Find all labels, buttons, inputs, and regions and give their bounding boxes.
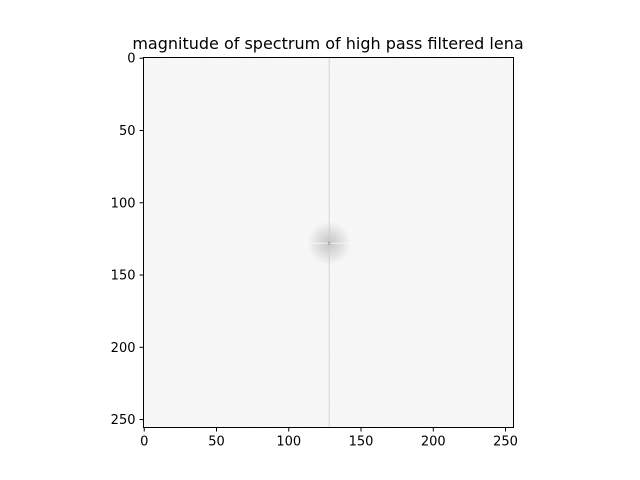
y-tick-label: 50 xyxy=(119,124,136,139)
x-tick-label: 250 xyxy=(493,435,518,450)
y-tick-label: 150 xyxy=(111,269,136,284)
y-tick-label: 0 xyxy=(127,52,135,67)
spectrum-features xyxy=(143,57,514,428)
x-tick-label: 100 xyxy=(276,435,301,450)
image-plot xyxy=(143,57,514,428)
y-axis: 0 50 100 150 200 250 xyxy=(111,52,144,428)
axes-frame xyxy=(143,57,514,428)
x-tick-label: 50 xyxy=(208,435,225,450)
x-tick-label: 150 xyxy=(349,435,374,450)
y-tick-label: 250 xyxy=(111,413,136,428)
x-axis: 0 50 100 150 200 250 xyxy=(140,427,518,450)
y-tick-label: 100 xyxy=(111,196,136,211)
x-tick-label: 200 xyxy=(421,435,446,450)
y-tick-label: 200 xyxy=(111,341,136,356)
chart-title: magnitude of spectrum of high pass filte… xyxy=(132,34,523,53)
x-tick-label: 0 xyxy=(140,435,148,450)
